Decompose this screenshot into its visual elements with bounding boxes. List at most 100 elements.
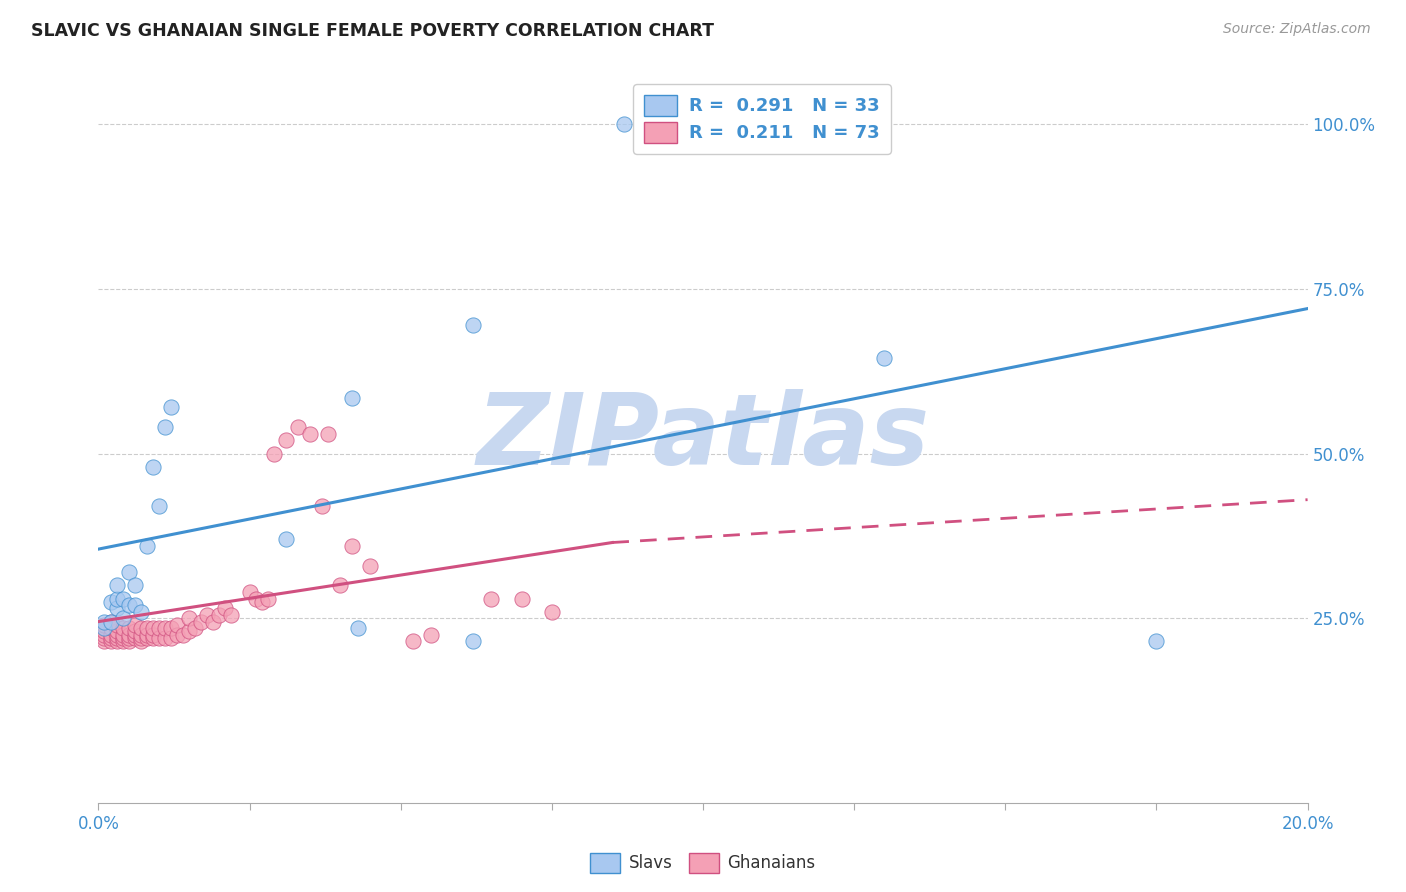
Text: Source: ZipAtlas.com: Source: ZipAtlas.com	[1223, 22, 1371, 37]
Point	[100, 615, 122, 629]
Point	[342, 391, 364, 405]
Point	[100, 634, 122, 648]
Point	[100, 595, 122, 609]
Point	[540, 605, 562, 619]
Point	[179, 624, 201, 639]
Point	[105, 618, 128, 632]
Point	[100, 621, 122, 635]
Point	[118, 598, 141, 612]
Legend: Slavs, Ghanaians: Slavs, Ghanaians	[583, 847, 823, 880]
Point	[118, 628, 141, 642]
Point	[239, 585, 262, 599]
Point	[256, 591, 278, 606]
Point	[274, 533, 297, 547]
Point	[142, 628, 165, 642]
Point	[873, 351, 896, 365]
Point	[510, 591, 533, 606]
Point	[111, 621, 134, 635]
Point	[311, 500, 333, 514]
Point	[93, 631, 115, 645]
Point	[135, 539, 157, 553]
Point	[195, 607, 218, 622]
Point	[274, 434, 297, 448]
Point	[299, 426, 322, 441]
Point	[214, 601, 236, 615]
Point	[160, 621, 183, 635]
Point	[190, 615, 212, 629]
Point	[1144, 634, 1167, 648]
Point	[135, 631, 157, 645]
Point	[93, 615, 115, 629]
Point	[93, 618, 115, 632]
Point	[481, 591, 503, 606]
Point	[129, 621, 152, 635]
Point	[153, 631, 176, 645]
Point	[148, 631, 170, 645]
Point	[148, 621, 170, 635]
Point	[463, 318, 485, 332]
Point	[329, 578, 352, 592]
Point	[135, 628, 157, 642]
Point	[142, 459, 165, 474]
Point	[179, 611, 201, 625]
Point	[287, 420, 309, 434]
Point	[360, 558, 382, 573]
Point	[93, 624, 115, 639]
Point	[118, 634, 141, 648]
Point	[142, 621, 165, 635]
Point	[208, 607, 231, 622]
Point	[105, 591, 128, 606]
Point	[166, 628, 188, 642]
Point	[111, 634, 134, 648]
Text: ZIPatlas: ZIPatlas	[477, 389, 929, 485]
Point	[93, 628, 115, 642]
Point	[129, 634, 152, 648]
Point	[221, 607, 243, 622]
Point	[129, 605, 152, 619]
Point	[111, 628, 134, 642]
Point	[124, 631, 146, 645]
Point	[105, 601, 128, 615]
Point	[124, 628, 146, 642]
Point	[160, 631, 183, 645]
Point	[111, 611, 134, 625]
Point	[202, 615, 225, 629]
Point	[105, 578, 128, 592]
Point	[118, 631, 141, 645]
Point	[118, 621, 141, 635]
Point	[142, 631, 165, 645]
Point	[172, 628, 194, 642]
Point	[166, 618, 188, 632]
Point	[347, 621, 370, 635]
Point	[316, 426, 339, 441]
Point	[148, 500, 170, 514]
Point	[105, 624, 128, 639]
Point	[342, 539, 364, 553]
Point	[160, 401, 183, 415]
Point	[129, 631, 152, 645]
Point	[124, 578, 146, 592]
Point	[245, 591, 267, 606]
Point	[184, 621, 207, 635]
Point	[100, 628, 122, 642]
Point	[118, 565, 141, 579]
Point	[129, 628, 152, 642]
Point	[105, 628, 128, 642]
Point	[124, 624, 146, 639]
Legend: R =  0.291   N = 33, R =  0.211   N = 73: R = 0.291 N = 33, R = 0.211 N = 73	[634, 84, 891, 153]
Point	[124, 618, 146, 632]
Point	[250, 595, 273, 609]
Point	[153, 420, 176, 434]
Point	[111, 591, 134, 606]
Point	[100, 631, 122, 645]
Point	[263, 446, 285, 460]
Point	[613, 117, 636, 131]
Point	[124, 598, 146, 612]
Point	[100, 615, 122, 629]
Text: SLAVIC VS GHANAIAN SINGLE FEMALE POVERTY CORRELATION CHART: SLAVIC VS GHANAIAN SINGLE FEMALE POVERTY…	[31, 22, 714, 40]
Point	[135, 621, 157, 635]
Point	[111, 631, 134, 645]
Point	[93, 634, 115, 648]
Point	[420, 628, 443, 642]
Point	[93, 621, 115, 635]
